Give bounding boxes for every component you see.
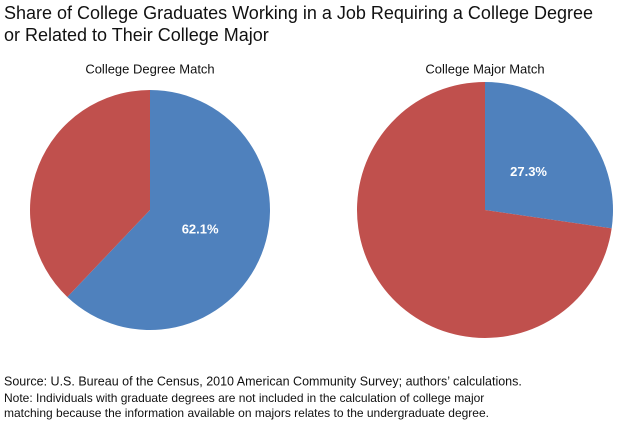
- pie-slice: [67, 90, 270, 330]
- pie-slice: [485, 82, 613, 229]
- note: Note: Individuals with graduate degrees …: [4, 391, 484, 405]
- pie-title: College Major Match: [425, 61, 544, 76]
- data-label: 27.3%: [510, 164, 547, 179]
- source: Source: U.S. Bureau of the Census, 2010 …: [4, 374, 522, 388]
- pie-slice: [357, 82, 612, 338]
- pie-title: College Degree Match: [85, 61, 214, 76]
- data-label: 62.1%: [182, 221, 219, 236]
- chart-title: Share of College Graduates Working in a …: [4, 3, 593, 23]
- note: matching because the information availab…: [4, 406, 489, 420]
- pie-slice: [29, 90, 150, 297]
- chart-title: or Related to Their College Major: [4, 25, 269, 45]
